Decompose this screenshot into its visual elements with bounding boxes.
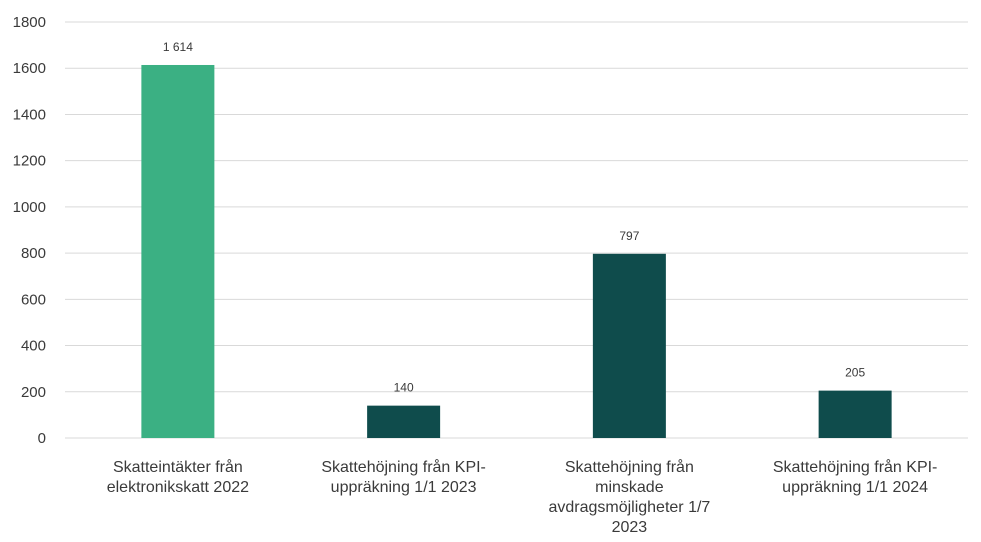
y-tick-label: 1600 xyxy=(13,60,46,77)
y-tick-label: 1800 xyxy=(13,14,46,31)
data-label: 1 614 xyxy=(163,40,193,54)
bar xyxy=(818,390,892,438)
category-label: uppräkning 1/1 2024 xyxy=(782,479,928,496)
y-tick-label: 0 xyxy=(38,430,46,447)
bar xyxy=(592,253,666,438)
category-label: Skatteintäkter från xyxy=(113,458,243,476)
category-label: 2023 xyxy=(612,519,648,536)
category-label: uppräkning 1/1 2023 xyxy=(331,479,477,496)
data-label: 797 xyxy=(619,229,639,243)
bars xyxy=(141,64,892,438)
y-axis-ticks: 0 200 400 600 800 1000 1200 1400 1600 1800 xyxy=(13,14,46,447)
category-label: minskade xyxy=(595,479,664,496)
y-tick-label: 400 xyxy=(21,338,46,355)
y-tick-label: 1000 xyxy=(13,199,46,216)
category-label: elektronikskatt 2022 xyxy=(107,479,249,496)
y-tick-label: 1400 xyxy=(13,106,46,123)
y-tick-label: 800 xyxy=(21,245,46,262)
category-label: Skattehöjning från KPI- xyxy=(773,458,938,476)
gridlines xyxy=(65,21,968,439)
x-axis-categories: Skatteintäkter från elektronikskatt 2022 S… xyxy=(107,458,938,536)
y-tick-label: 600 xyxy=(21,291,46,308)
y-tick-label: 200 xyxy=(21,384,46,401)
data-labels: 1 614 140 797 205 xyxy=(163,40,866,395)
data-label: 140 xyxy=(394,381,414,395)
bar xyxy=(367,405,441,438)
category-label: avdragsmöjligheter 1/7 xyxy=(548,499,710,516)
y-tick-label: 1200 xyxy=(13,153,46,170)
bar xyxy=(141,64,215,438)
category-label: Skattehöjning från xyxy=(565,458,694,476)
category-label: Skattehöjning från KPI- xyxy=(321,458,486,476)
data-label: 205 xyxy=(845,366,865,380)
